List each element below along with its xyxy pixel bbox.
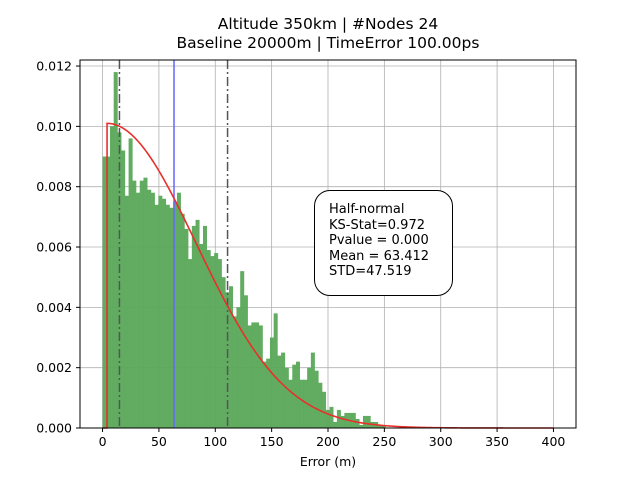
histogram-bar	[381, 424, 386, 428]
histogram-bar	[366, 415, 371, 428]
histogram-bar	[281, 352, 286, 428]
x-tick-label: 200	[316, 434, 340, 449]
histogram-bar	[303, 379, 308, 428]
histogram-bar	[362, 415, 367, 428]
histogram-bar	[355, 418, 360, 428]
histogram-bar	[195, 219, 200, 428]
histogram-bar	[255, 322, 260, 428]
histogram-bar	[351, 412, 356, 428]
chart-title-line-1: Altitude 350km | #Nodes 24	[217, 15, 439, 33]
y-tick-label: 0.006	[36, 240, 72, 255]
histogram-bar	[214, 253, 219, 428]
histogram-bar	[251, 322, 256, 428]
histogram-bar	[377, 424, 382, 428]
histogram-bar	[158, 195, 163, 428]
stats-pvalue: Pvalue = 0.000	[329, 233, 429, 248]
histogram-bar	[333, 421, 338, 428]
histogram-bar	[307, 367, 312, 428]
histogram-bar	[277, 355, 282, 428]
histogram-bar	[258, 325, 263, 428]
histogram-bar	[150, 192, 155, 428]
histogram-bar	[154, 204, 159, 428]
histogram-bar	[165, 204, 170, 428]
histogram-bar	[236, 307, 241, 428]
x-tick-label: 50	[151, 434, 167, 449]
histogram-bar	[225, 292, 230, 428]
chart-title-line-2: Baseline 20000m | TimeError 100.00ps	[176, 34, 480, 52]
stats-std: STD=47.519	[329, 264, 412, 279]
histogram-bar	[191, 225, 196, 428]
histogram-bar	[117, 132, 122, 429]
histogram-bar	[128, 138, 133, 429]
histogram-bar	[310, 352, 315, 428]
histogram-bar	[206, 250, 211, 428]
histogram-bar	[139, 180, 144, 428]
histogram-bar	[292, 364, 297, 428]
histogram-bar	[318, 382, 323, 428]
histogram-bar	[143, 177, 148, 428]
stats-box: Half-normal KS-Stat=0.972 Pvalue = 0.000…	[314, 190, 453, 296]
stats-mean: Mean = 63.412	[329, 248, 430, 264]
y-tick-label: 0.012	[36, 59, 72, 74]
histogram-bar	[188, 259, 193, 428]
histogram-bar	[359, 424, 364, 428]
histogram-bar	[247, 325, 252, 428]
histogram-bar	[109, 126, 115, 428]
x-tick-label: 150	[260, 434, 284, 449]
histogram-bar	[269, 337, 274, 428]
histogram-bar	[217, 259, 222, 428]
histogram-bar	[325, 409, 330, 428]
histogram-bar	[266, 358, 271, 428]
histogram-bar	[113, 72, 118, 428]
histogram-bar	[340, 415, 345, 428]
histogram-bar	[240, 271, 245, 428]
histogram-bar	[173, 201, 178, 428]
histogram-bar	[210, 256, 215, 428]
x-tick-label: 300	[429, 434, 453, 449]
histogram-bar	[106, 156, 111, 428]
histogram-bar	[169, 207, 174, 428]
histogram-bar	[232, 316, 237, 428]
histogram-bar	[314, 370, 319, 428]
histogram-bar	[221, 277, 226, 428]
histogram-bar	[262, 361, 267, 428]
histogram-bar	[288, 379, 293, 428]
x-tick-label: 0	[99, 434, 107, 449]
histogram-bar	[322, 391, 327, 428]
stats-ks-stat: KS-Stat=0.972	[329, 217, 425, 233]
histogram-bar	[336, 409, 341, 428]
histogram-bar	[121, 150, 126, 428]
y-tick-label: 0.008	[36, 179, 72, 194]
histogram-bar	[162, 198, 167, 428]
histogram-bar	[136, 192, 141, 428]
histogram-bar	[284, 367, 289, 428]
y-tick-label: 0.002	[36, 360, 72, 375]
histogram-bar	[299, 379, 304, 428]
x-tick-label: 100	[203, 434, 227, 449]
histogram-bar	[329, 406, 334, 428]
y-tick-label: 0.010	[36, 119, 72, 134]
histogram-bar	[102, 156, 107, 428]
histogram-bar	[132, 180, 137, 428]
histogram-bar	[273, 313, 278, 428]
histogram-bar	[295, 361, 301, 428]
histogram-bar	[124, 195, 129, 428]
y-tick-label: 0.000	[36, 421, 72, 436]
histogram-bar	[180, 213, 185, 428]
x-tick-label: 250	[372, 434, 396, 449]
histogram-bar	[147, 189, 152, 428]
histogram-bar	[229, 286, 234, 428]
x-tick-label: 350	[485, 434, 509, 449]
x-tick-label: 400	[542, 434, 566, 449]
y-tick-label: 0.004	[36, 300, 72, 315]
histogram-bar	[202, 225, 208, 428]
histogram-bar	[199, 244, 204, 428]
histogram-bar	[184, 228, 189, 428]
histogram-bar	[176, 192, 181, 428]
x-axis-label: Error (m)	[299, 454, 357, 469]
stats-distribution-name: Half-normal	[329, 202, 405, 217]
histogram-bar	[243, 295, 248, 428]
